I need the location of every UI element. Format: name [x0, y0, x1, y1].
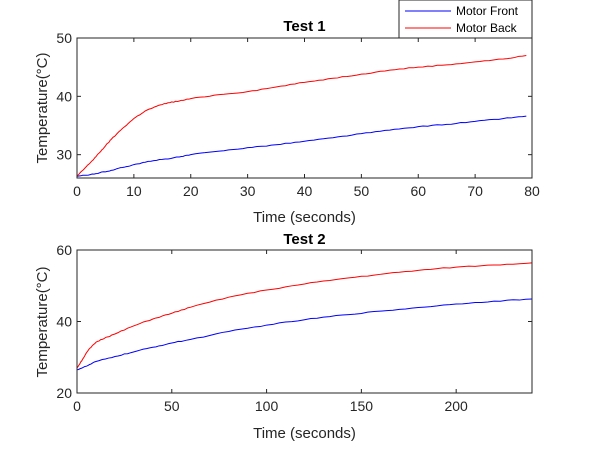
x-tick-label: 70	[467, 183, 483, 199]
x-tick-label: 60	[410, 183, 426, 199]
y-axis-label-test-2: Temperature(°C)	[34, 266, 51, 377]
y-tick-label: 50	[56, 30, 72, 46]
x-tick-label: 50	[164, 398, 180, 414]
legend-box	[398, 0, 533, 39]
y-tick-label: 40	[56, 314, 72, 330]
series-line-motor-back	[76, 55, 527, 177]
x-tick-label: 10	[126, 183, 142, 199]
ticks-group-test-1: 0 10 20 30 40 50 60 70 80 30 40 50	[56, 30, 540, 199]
subplot-test-1: Test 1 0 10 20 30 40 50 60 70 80 30 40 50 Time (sec…	[34, 18, 540, 226]
legend: Motor Front Motor Back	[398, 0, 533, 39]
x-tick-label: 150	[350, 398, 374, 414]
x-tick-label: 50	[354, 183, 370, 199]
x-tick-label: 40	[297, 183, 313, 199]
plot-area-test-1	[77, 38, 532, 178]
y-tick-label: 30	[56, 147, 72, 163]
x-axis-label-test-1: Time (seconds)	[253, 209, 356, 226]
y-tick-label: 60	[56, 242, 72, 258]
x-tick-label: 80	[524, 183, 540, 199]
y-tick-label: 20	[56, 385, 72, 401]
series-group-test-2	[76, 262, 533, 371]
chart-title-test-2: Test 2	[283, 231, 325, 248]
x-tick-label: 200	[444, 398, 468, 414]
legend-label-motor-back: Motor Back	[456, 21, 518, 35]
legend-label-motor-front: Motor Front	[456, 4, 519, 18]
chart-title-test-1: Test 1	[283, 18, 325, 35]
series-line-motor-back	[76, 262, 533, 369]
x-tick-label: 30	[240, 183, 256, 199]
subplot-test-2: Test 2 0 50 100 150 200 20 40 60 Time (seconds)…	[34, 231, 533, 442]
x-tick-label: 0	[73, 398, 81, 414]
series-group-test-1	[76, 55, 527, 177]
plot-area-test-2	[77, 250, 532, 393]
ticks-group-test-2: 0 50 100 150 200 20 40 60	[56, 242, 532, 414]
x-axis-label-test-2: Time (seconds)	[253, 425, 356, 442]
x-tick-label: 20	[183, 183, 199, 199]
y-tick-label: 40	[56, 88, 72, 104]
series-line-motor-front	[76, 115, 527, 177]
series-line-motor-front	[76, 298, 533, 371]
x-tick-label: 0	[73, 183, 81, 199]
x-tick-label: 100	[255, 398, 279, 414]
y-axis-label-test-1: Temperature(°C)	[34, 52, 51, 163]
